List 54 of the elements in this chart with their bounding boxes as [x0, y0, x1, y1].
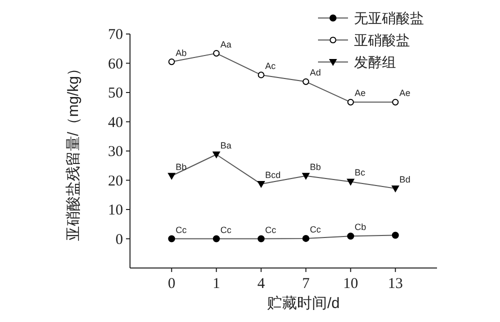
data-label: Ad	[310, 68, 321, 78]
data-label: Bc	[354, 168, 366, 178]
y-tick-label: 70	[108, 27, 123, 43]
data-label: Cb	[354, 222, 366, 232]
y-tick-label: 60	[108, 56, 123, 72]
data-label: Cc	[220, 224, 232, 235]
data-label: Ba	[220, 140, 232, 151]
legend-label: 发酵组	[354, 54, 396, 70]
point	[302, 78, 310, 85]
data-label: Cc	[310, 224, 322, 234]
point	[212, 152, 220, 159]
x-tick-label: 10	[343, 276, 358, 292]
data-label: Ae	[399, 88, 410, 98]
x-tick-label: 0	[168, 276, 176, 292]
point	[346, 178, 355, 186]
data-label: Bb	[310, 162, 321, 172]
y-tick-label: 50	[108, 86, 123, 102]
point	[213, 50, 220, 57]
point	[302, 234, 310, 242]
y-tick-label: 10	[108, 202, 123, 218]
y-tick-label: 40	[108, 114, 123, 131]
point	[258, 235, 265, 242]
x-axis-title: 贮藏时间/d	[267, 295, 340, 312]
data-label: Ae	[354, 88, 366, 98]
point	[347, 98, 354, 106]
data-label: Ab	[176, 48, 187, 58]
point	[347, 232, 354, 240]
point	[258, 72, 264, 78]
data-label: Cc	[176, 224, 188, 235]
data-label: Ac	[265, 60, 276, 71]
point	[212, 235, 220, 242]
y-tick-label: 30	[108, 144, 123, 160]
point	[392, 232, 399, 239]
y-axis-title: 亚硝酸盐残留量/（mg/kg）	[65, 60, 82, 242]
point	[257, 181, 266, 188]
point	[168, 58, 175, 66]
data-label: Cc	[265, 224, 277, 235]
x-tick-label: 4	[257, 276, 266, 292]
point	[168, 235, 176, 242]
x-tick-label: 1	[212, 276, 220, 292]
legend-label: 亚硝酸盐	[354, 32, 410, 48]
point	[168, 172, 176, 180]
data-label: Bb	[176, 162, 187, 172]
data-label: Bd	[399, 174, 410, 184]
y-tick-label: 0	[116, 232, 123, 248]
point	[302, 172, 310, 180]
x-tick-label: 7	[302, 276, 310, 292]
x-tick-label: 13	[388, 276, 403, 292]
point	[392, 98, 399, 106]
point	[391, 185, 400, 192]
y-tick-label: 20	[108, 173, 123, 190]
legend-label: 无亚硝酸盐	[354, 10, 424, 26]
data-label: Aa	[220, 39, 232, 50]
data-label: Bcd	[265, 170, 281, 180]
